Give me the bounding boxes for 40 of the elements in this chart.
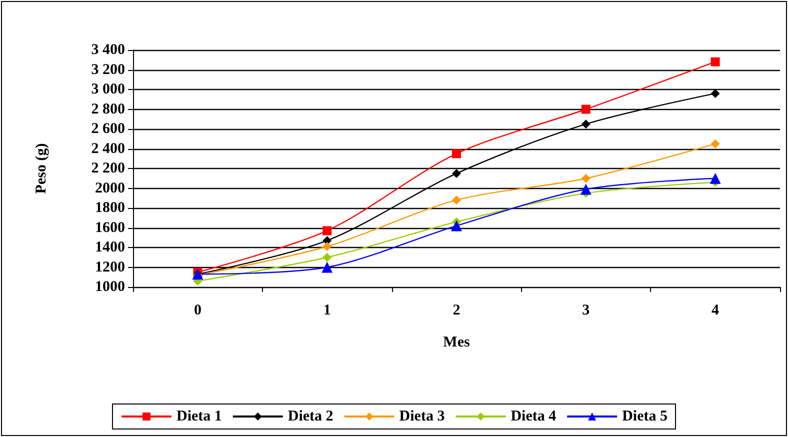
point (322, 242, 332, 252)
x-tick-label: 4 (712, 302, 720, 318)
x-tick-label: 0 (194, 302, 202, 318)
point (452, 196, 461, 205)
y-tick-label: 1400 (95, 240, 125, 256)
y-tick-label: 1600 (95, 220, 125, 236)
y-tick-label: 3 400 (91, 42, 125, 58)
y-tick-label: 2 800 (91, 101, 125, 118)
y-tick-label: 1200 (95, 259, 125, 276)
legend-label: Dieta 1 (176, 408, 222, 424)
point (710, 139, 720, 148)
legend-label: Dieta 3 (399, 408, 445, 424)
point (710, 172, 721, 184)
point (710, 57, 720, 66)
y-tick-label: 2 200 (91, 160, 125, 176)
y-tick-label: 3 200 (91, 62, 125, 78)
point (581, 174, 590, 183)
point (452, 168, 461, 178)
point (322, 226, 332, 236)
y-axis-title: Peso (g) (34, 143, 50, 194)
x-tick-label: 3 (582, 302, 590, 318)
legend-label: Dieta 5 (622, 408, 668, 424)
point (452, 149, 461, 158)
legend-label: Dieta 2 (288, 408, 334, 424)
x-tick-label: 1 (323, 302, 331, 318)
point (451, 220, 462, 232)
point (322, 262, 333, 273)
y-tick-label: 2 400 (91, 140, 125, 157)
point (322, 252, 332, 262)
legend-label: Dieta 4 (510, 408, 557, 424)
point (581, 104, 590, 114)
y-tick-label: 1000 (95, 279, 125, 295)
x-axis-title: Mes (443, 334, 470, 350)
x-tick-label: 2 (452, 302, 460, 318)
point (581, 120, 590, 129)
y-tick-label: 1800 (95, 200, 125, 216)
y-tick-label: 2 600 (91, 121, 125, 137)
y-tick-label: 3 000 (91, 82, 125, 98)
point (580, 184, 592, 195)
y-tick-label: 2000 (95, 180, 125, 196)
